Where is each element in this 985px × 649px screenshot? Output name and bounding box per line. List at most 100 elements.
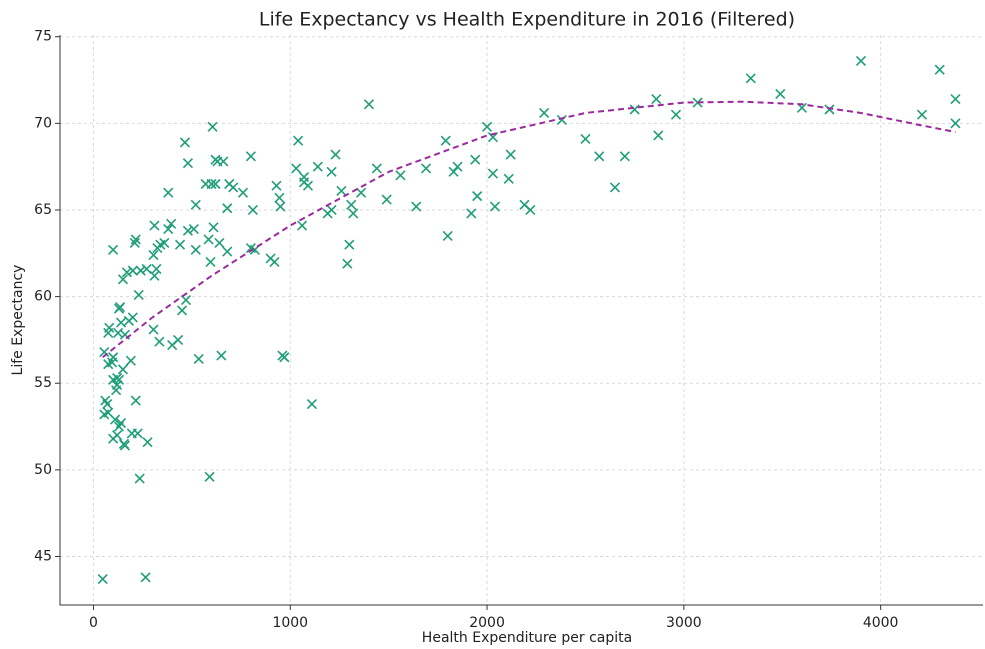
scatter-point — [245, 151, 256, 162]
scatter-point — [247, 204, 258, 216]
scatter-point — [108, 244, 119, 255]
scatter-point — [218, 156, 229, 167]
scatter-point — [127, 312, 138, 323]
scatter-point — [336, 185, 347, 196]
scatter-point — [115, 317, 127, 328]
scatter-point — [653, 130, 664, 141]
scatter-point — [855, 55, 867, 67]
scatter-point — [214, 237, 225, 248]
scatter-point — [129, 237, 140, 248]
scatter-point — [356, 187, 367, 198]
scatter-point — [133, 289, 144, 300]
scatter-point — [381, 194, 392, 205]
scatter-point — [302, 180, 314, 191]
scatter-point — [291, 163, 302, 174]
scatter-point — [179, 137, 191, 148]
scatter-point — [481, 121, 493, 132]
scatter-point — [216, 350, 227, 361]
scatter-point — [163, 223, 174, 235]
scatter-point — [824, 104, 835, 115]
scatter-point — [442, 230, 453, 242]
y-tick-label: 70 — [34, 115, 52, 131]
scatter-point — [594, 151, 605, 162]
scatter-point — [934, 64, 945, 75]
scatter-point — [135, 265, 146, 276]
scatter-point — [117, 364, 129, 375]
scatter-point — [114, 301, 126, 313]
scatter-point — [342, 258, 353, 269]
scatter-point — [104, 322, 115, 333]
scatter-point — [619, 151, 630, 162]
scatter-point — [298, 172, 310, 183]
trend-line — [102, 100, 956, 359]
scatter-point — [452, 161, 463, 172]
y-tick-label: 60 — [34, 289, 52, 305]
scatter-point — [121, 267, 132, 278]
scatter-point — [190, 244, 201, 255]
x-tick-label: 0 — [89, 615, 98, 631]
scatter-point — [148, 324, 159, 335]
scatter-point — [237, 187, 249, 198]
scatter-point — [556, 114, 567, 125]
scatter-point — [487, 168, 499, 179]
scatter-point — [115, 418, 127, 429]
scatter-point — [950, 94, 961, 105]
scatter-point — [103, 407, 114, 418]
scatter-point — [205, 256, 216, 268]
scatter-point — [130, 395, 141, 406]
scatter-point — [297, 220, 308, 231]
scatter-point — [154, 336, 165, 347]
scatter-point — [112, 327, 124, 339]
scatter-point — [363, 99, 375, 110]
x-tick-label: 2000 — [469, 615, 505, 631]
scatter-point — [190, 199, 201, 210]
scatter-point — [149, 270, 160, 281]
chart-title: Life Expectancy vs Health Expenditure in… — [259, 9, 795, 31]
scatter-point — [745, 73, 756, 84]
scatter-point — [166, 218, 177, 229]
scatter-point — [395, 170, 406, 181]
scatter-point — [293, 135, 304, 146]
scatter-point — [420, 163, 432, 174]
scatter-point — [670, 109, 682, 120]
scatter-point — [210, 178, 221, 190]
scatter-point — [193, 353, 204, 365]
scatter-point — [112, 430, 123, 441]
x-tick-label: 1000 — [272, 615, 308, 631]
scatter-point — [466, 208, 477, 219]
scatter-point — [112, 372, 123, 384]
scatter-point — [472, 191, 483, 202]
scatter-point — [312, 161, 323, 172]
scatter-point — [950, 118, 961, 129]
scatter-point — [103, 359, 114, 370]
scatter-point — [448, 166, 459, 177]
scatter-point — [100, 395, 111, 406]
scatter-point — [134, 473, 145, 484]
scatter-point — [140, 572, 151, 583]
x-axis-label: Health Expenditure per capita — [422, 630, 632, 646]
scatter-point — [346, 199, 357, 210]
scatter-point — [306, 398, 317, 410]
scatter-point — [505, 149, 516, 160]
scatter-point — [275, 201, 286, 212]
scatter-point — [142, 437, 153, 448]
scatter-point — [203, 234, 214, 245]
x-tick-label: 4000 — [863, 615, 899, 631]
scatter-point — [269, 256, 280, 268]
scatter-point — [330, 149, 341, 160]
scatter-point — [97, 573, 108, 585]
y-tick-label: 50 — [34, 462, 52, 478]
scatter-point — [222, 246, 233, 257]
scatter-point — [125, 355, 136, 366]
x-tick-label: 3000 — [666, 615, 702, 631]
scatter-point — [132, 428, 143, 439]
scatter-point — [651, 94, 662, 105]
scatter-point — [159, 237, 170, 248]
scatter-point — [580, 133, 591, 145]
y-tick-label: 55 — [34, 375, 52, 391]
scatter-point — [188, 223, 199, 235]
scatter-point — [163, 187, 174, 198]
scatter-point — [176, 305, 188, 316]
scatter-point — [348, 208, 359, 219]
